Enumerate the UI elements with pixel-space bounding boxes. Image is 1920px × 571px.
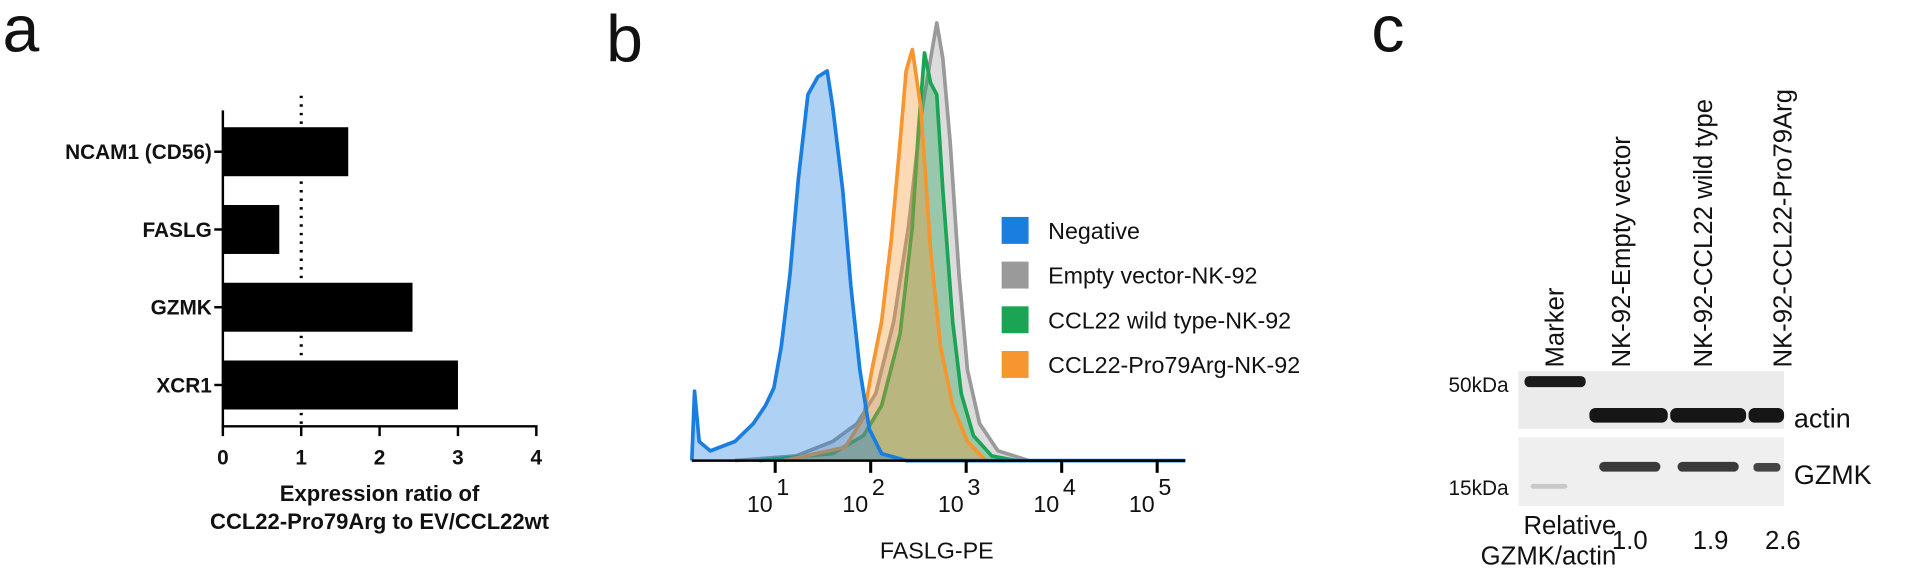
marker-band xyxy=(1524,376,1586,388)
legend-label: Negative xyxy=(1048,218,1140,244)
x-tick-label: 4 xyxy=(531,446,543,469)
x-axis-label: CCL22-Pro79Arg to EV/CCL22wt xyxy=(210,509,550,534)
x-tick-exponent: 3 xyxy=(967,474,980,500)
lane-label: Marker xyxy=(1542,287,1570,367)
x-tick-exponent: 1 xyxy=(776,474,789,500)
x-tick-label: 3 xyxy=(452,446,464,469)
x-tick-exponent: 2 xyxy=(872,474,885,500)
bar xyxy=(222,282,413,332)
legend-label: CCL22-Pro79Arg-NK-92 xyxy=(1048,352,1300,378)
y-tick-label: GZMK xyxy=(151,297,212,320)
x-tick-label: 2 xyxy=(374,446,386,469)
x-tick-label: 10 xyxy=(1033,491,1059,517)
legend-label: Empty vector-NK-92 xyxy=(1048,263,1257,289)
actin-band xyxy=(1748,407,1785,423)
lane-label: NK-92-Empty vector xyxy=(1608,136,1636,368)
legend-swatch xyxy=(1001,351,1029,378)
panel-label: b xyxy=(606,2,643,76)
histogram-area xyxy=(691,70,1186,461)
band-label: GZMK xyxy=(1794,460,1872,490)
gzmk-band xyxy=(1753,463,1781,472)
band-label: actin xyxy=(1794,404,1851,434)
lane-label: NK-92-CCL22-Pro79Arg xyxy=(1769,89,1797,368)
marker-size: 50kDa xyxy=(1448,374,1509,397)
legend-swatch xyxy=(1001,261,1029,289)
relative-value: 1.9 xyxy=(1693,527,1729,555)
relative-value: 1.0 xyxy=(1612,527,1648,555)
marker-band xyxy=(1530,483,1568,489)
histogram-area xyxy=(759,52,1017,461)
lane-label: NK-92-CCL22 wild type xyxy=(1690,99,1718,368)
x-tick-label: 0 xyxy=(217,446,229,469)
legend-label: CCL22 wild type-NK-92 xyxy=(1048,307,1291,333)
x-tick-exponent: 4 xyxy=(1063,474,1076,500)
x-axis-label: FASLG-PE xyxy=(880,538,994,564)
panel-label: c xyxy=(1371,0,1404,67)
gzmk-band xyxy=(1599,461,1661,472)
histogram-line xyxy=(690,69,1186,463)
relative-label: GZMK/actin xyxy=(1481,543,1617,571)
blot xyxy=(1518,371,1785,506)
panel-label: a xyxy=(2,0,39,67)
x-tick-label: 10 xyxy=(1129,491,1155,517)
y-tick-label: NCAM1 (CD56) xyxy=(65,141,212,164)
x-axis-label: Expression ratio of xyxy=(280,481,480,506)
x-tick-label: 10 xyxy=(842,491,868,517)
x-tick-label: 10 xyxy=(747,491,773,517)
actin-band xyxy=(1589,407,1668,423)
y-tick-label: XCR1 xyxy=(156,374,211,397)
x-tick-label: 1 xyxy=(295,446,307,469)
x-tick-label: 10 xyxy=(938,491,964,517)
x-tick-exponent: 5 xyxy=(1158,474,1171,500)
gzmk-band xyxy=(1677,461,1739,472)
histogram-line xyxy=(734,21,1030,463)
legend-swatch xyxy=(1001,216,1029,244)
relative-label: Relative xyxy=(1523,512,1616,540)
actin-band xyxy=(1670,407,1747,423)
y-tick-label: FASLG xyxy=(143,219,212,242)
relative-value: 2.6 xyxy=(1765,527,1801,555)
bar xyxy=(222,204,280,254)
bar xyxy=(222,127,349,177)
marker-size: 15kDa xyxy=(1448,477,1509,500)
legend-swatch xyxy=(1001,306,1029,334)
bar xyxy=(222,360,458,410)
histogram-line xyxy=(759,51,1017,463)
histogram-area xyxy=(783,49,986,461)
